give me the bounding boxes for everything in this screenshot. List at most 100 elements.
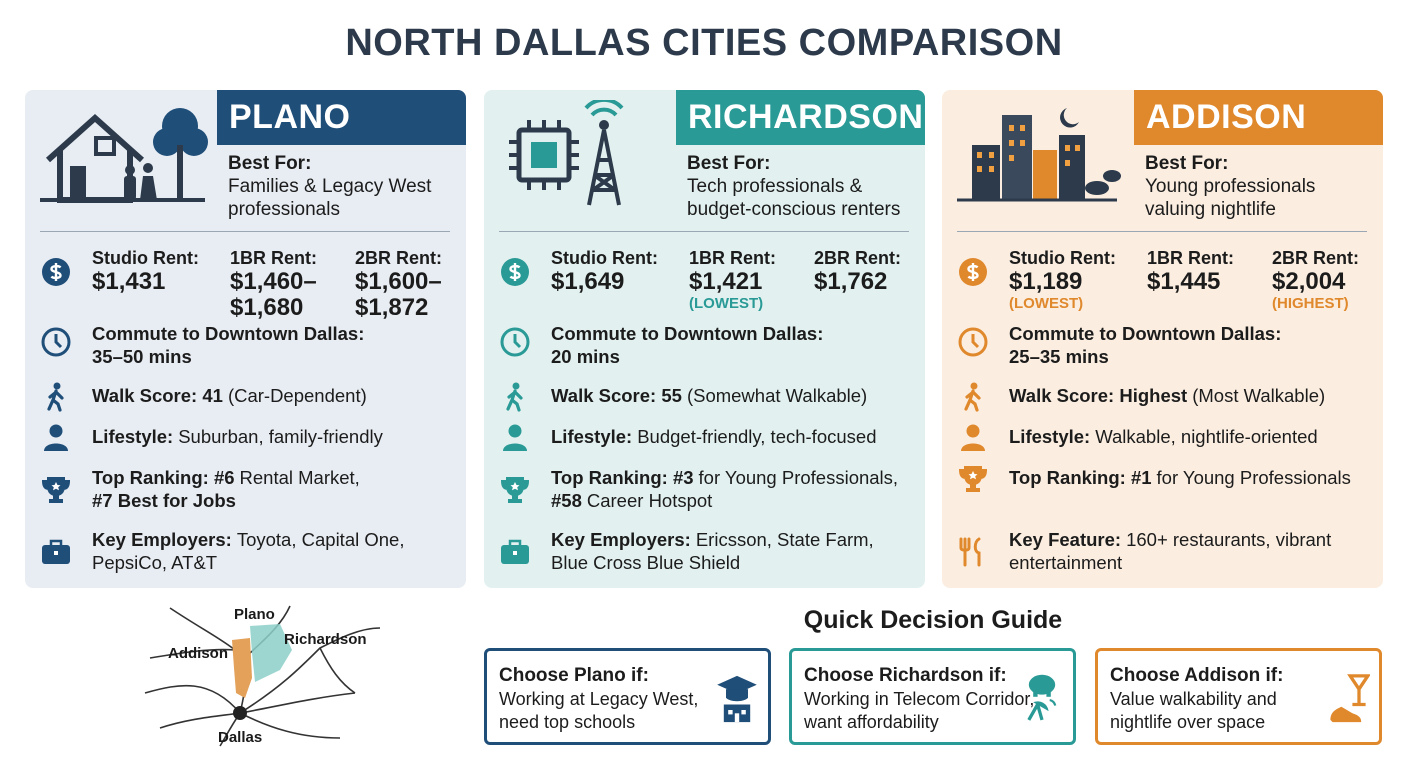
rent-label: 1BR Rent: [230,248,318,268]
detail-text: for Young Professionals [1156,467,1351,488]
detail-text: Lifestyle: [92,426,174,447]
detail-line: Top Ranking: #6 Rental Market, [92,466,462,489]
detail: Key Employers: Toyota, Capital One, PepsiC… [92,528,462,574]
rent: 2BR Rent: $1,600–$1,872 [355,247,460,321]
icon-shape [957,108,1121,202]
icon-shape [970,484,976,488]
rent-note: (LOWEST) [689,295,764,312]
detail-line: Blue Cross Blue Shield [551,551,921,574]
divider [499,231,909,232]
icon [40,381,72,413]
detail-text: #58 [551,490,582,511]
richardson-area [250,624,292,682]
icon-shape [717,675,757,723]
icon-shape [741,710,746,715]
icon-shape [510,482,520,491]
map-label: Dallas [218,729,262,746]
detail-text: Lifestyle: [1009,426,1091,447]
detail: Walk Score: 41 (Car-Dependent) [92,384,462,407]
icon-shape [153,128,181,156]
icon [40,422,72,454]
detail: Walk Score: Highest (Most Walkable) [1009,384,1379,407]
map-label: Plano [234,606,275,623]
icon-shape [1020,140,1025,146]
rent-label: Studio Rent: [1009,248,1116,268]
detail-line: Lifestyle: Walkable, nightlife-oriented [1009,425,1379,448]
detail-line: Walk Score: Highest (Most Walkable) [1009,384,1379,407]
icon [957,326,989,358]
detail-text: entertainment [1009,552,1123,573]
icon-shape [53,495,59,499]
icon-shape [1009,125,1014,131]
city-card: RICHARDSON Best For: Tech professionals & b… [484,90,925,588]
icon [715,661,759,737]
detail-line: Walk Score: 41 (Car-Dependent) [92,384,462,407]
detail-text: Career Hotspot [586,490,713,511]
icon-shape [508,424,522,438]
icon-shape [587,129,621,206]
road [149,648,236,659]
detail-text: Blue Cross Blue Shield [551,552,741,573]
best-for-text: professionals [228,199,340,220]
city-name: RICHARDSON [676,90,925,145]
best-for-label: Best For: [1145,153,1229,174]
best-for: Best For: Tech professionals & budget-cons… [687,152,919,221]
icon-shape [961,424,985,451]
icon [40,536,72,568]
detail-text: Key Employers: [92,529,232,550]
commute-label: Commute to Downtown Dallas: [551,323,824,344]
icon [40,474,72,506]
icon [499,256,531,288]
icon-shape [54,551,58,555]
icon-shape [512,495,518,499]
rent: Studio Rent: $1,431 [92,247,227,295]
detail-line: Key Feature: 160+ restaurants, vibrant [1009,528,1379,551]
icon-shape [728,710,733,715]
icon [1326,661,1371,737]
detail-line: entertainment [1009,551,1379,574]
rent-label: 2BR Rent: [1272,248,1360,268]
icon-shape [53,382,61,390]
detail-text: Top Ranking: #1 [1009,467,1152,488]
best-for-label: Best For: [228,153,312,174]
icon-shape [47,382,64,412]
icon [499,422,531,454]
detail-text: Lifestyle: [551,426,633,447]
icon-shape [143,163,153,173]
icon [499,536,531,568]
guide-box: Choose Richardson if: Working in Telecom … [789,648,1076,745]
detail-text: Suburban, family-friendly [178,426,383,447]
detail: Lifestyle: Budget-friendly, tech-focused [551,425,921,448]
icon-shape [971,334,980,349]
rent-value: $1,600–$1,872 [355,268,442,321]
icon-shape [1065,160,1070,166]
icon-shape [970,382,978,390]
rent: 1BR Rent: $1,460–$1,680 [230,247,350,321]
icon-shape [54,334,63,349]
detail-text: Key Employers: [551,529,691,550]
rent: 2BR Rent: $1,762 [814,247,919,295]
icon-shape [1085,181,1109,195]
city-name: PLANO [217,90,466,145]
icon-shape [70,166,86,200]
commute-value: 20 mins [551,346,620,367]
icon-shape [140,176,157,200]
icon-shape [44,443,68,451]
map-label: Addison [168,645,228,662]
icon [957,100,1127,210]
detail: Lifestyle: Suburban, family-friendly [92,425,462,448]
commute-label: Commute to Downtown Dallas: [92,323,365,344]
guide-title: Quick Decision Guide [803,606,1063,634]
road [239,712,341,739]
icon-shape [972,145,1000,200]
map-label: Richardson [284,631,367,648]
detail-text: (Somewhat Walkable) [686,385,868,406]
detail-text: 160+ restaurants, vibrant [1126,529,1332,550]
icon-shape [42,258,70,286]
guide-box-title: Choose Richardson if: [804,665,1007,686]
icon-shape [723,704,751,723]
guide-box: Choose Addison if: Value walkability and n… [1095,648,1382,745]
divider [40,231,450,232]
icon-shape [1046,691,1051,697]
addison-area [232,638,252,698]
